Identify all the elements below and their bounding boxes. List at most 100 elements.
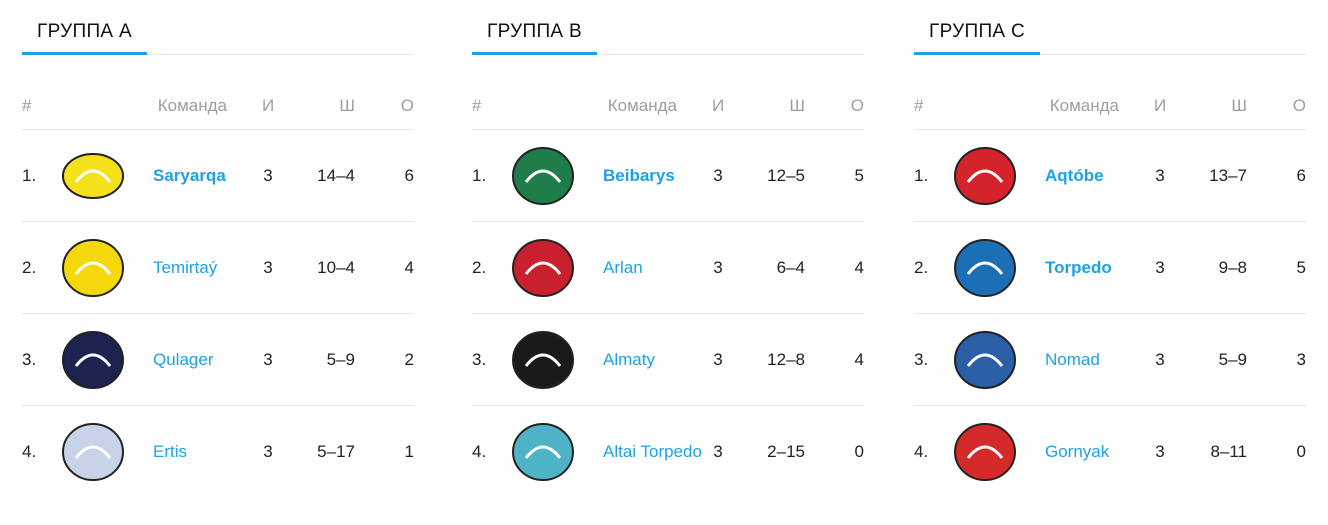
team-link[interactable]: Temirtaý: [153, 258, 218, 277]
team-link[interactable]: Beibarys: [603, 166, 675, 185]
games: 3: [1155, 258, 1165, 277]
header-games: И: [262, 96, 275, 115]
header-games: И: [712, 96, 725, 115]
table-row: 4. Gornyak 3 8–11 0: [914, 406, 1306, 498]
team-link[interactable]: Ertis: [153, 442, 187, 461]
group-tabbar: ГРУППА C: [914, 18, 1306, 55]
header-pos: #: [914, 96, 924, 115]
table-row: 1. Aqtóbe 3 13–7 6: [914, 130, 1306, 222]
position: 4.: [914, 442, 929, 461]
header-points: О: [1292, 96, 1306, 115]
almaty-logo-icon: [512, 331, 574, 389]
altai-torpedo-logo-icon: [512, 423, 574, 481]
team-link[interactable]: Gornyak: [1045, 442, 1110, 461]
position: 3.: [22, 350, 37, 369]
position: 2.: [22, 258, 37, 277]
header-points: О: [400, 96, 414, 115]
table-header: # Команда И Ш О: [22, 84, 414, 130]
arlan-logo-icon: [512, 239, 574, 297]
goals: 12–5: [767, 166, 805, 185]
header-team: Команда: [1049, 96, 1119, 115]
goals: 10–4: [317, 258, 355, 277]
goals: 2–15: [767, 442, 805, 461]
games: 3: [1155, 166, 1165, 185]
beibarys-logo-icon: [512, 147, 574, 205]
header-pos: #: [472, 96, 482, 115]
goals: 9–8: [1218, 258, 1247, 277]
team-link[interactable]: Arlan: [603, 258, 643, 277]
position: 3.: [472, 350, 487, 369]
games: 3: [263, 258, 273, 277]
position: 4.: [22, 442, 37, 461]
temirtau-logo-icon: [62, 239, 124, 297]
points: 6: [404, 166, 414, 185]
games: 3: [263, 442, 273, 461]
table-row: 1. Beibarys 3 12–5 5: [472, 130, 864, 222]
goals: 6–4: [776, 258, 805, 277]
header-goals: Ш: [339, 96, 355, 115]
team-link[interactable]: Torpedo: [1045, 258, 1112, 277]
team-link[interactable]: Qulager: [153, 350, 214, 369]
table-row: 4. Altai Torpedo 3 2–15 0: [472, 406, 864, 498]
games: 3: [713, 350, 723, 369]
team-link[interactable]: Almaty: [603, 350, 655, 369]
table-row: 2. Torpedo 3 9–8 5: [914, 222, 1306, 314]
header-goals: Ш: [1231, 96, 1247, 115]
aqtobe-logo-icon: [954, 147, 1016, 205]
goals: 5–9: [326, 350, 355, 369]
team-link[interactable]: Saryarqa: [153, 166, 226, 185]
points: 5: [854, 166, 864, 185]
goals: 8–11: [1210, 442, 1247, 461]
team-link[interactable]: Altai Torpedo: [603, 442, 702, 461]
goals: 12–8: [767, 350, 805, 369]
position: 3.: [914, 350, 929, 369]
table-row: 3. Qulager 3 5–9 2: [22, 314, 414, 406]
table-header: # Команда И Ш О: [472, 84, 864, 130]
header-points: О: [850, 96, 864, 115]
games: 3: [713, 442, 723, 461]
header-team: Команда: [157, 96, 227, 115]
header-games: И: [1154, 96, 1167, 115]
points: 4: [854, 350, 864, 369]
table-row: 1. Saryarqa 3 14–4 6: [22, 130, 414, 222]
goals: 5–17: [317, 442, 355, 461]
points: 4: [404, 258, 414, 277]
games: 3: [1155, 350, 1165, 369]
points: 4: [854, 258, 864, 277]
points: 1: [404, 442, 414, 461]
games: 3: [713, 258, 723, 277]
points: 0: [854, 442, 864, 461]
table-header: # Команда И Ш О: [914, 84, 1306, 130]
header-goals: Ш: [789, 96, 805, 115]
position: 2.: [914, 258, 929, 277]
group-tab[interactable]: ГРУППА A: [22, 18, 147, 55]
gornyak-logo-icon: [954, 423, 1016, 481]
position: 1.: [22, 166, 37, 185]
position: 4.: [472, 442, 487, 461]
games: 3: [263, 166, 273, 185]
table-row: 2. Temirtaý 3 10–4 4: [22, 222, 414, 314]
team-link[interactable]: Nomad: [1045, 350, 1100, 369]
points: 2: [404, 350, 414, 369]
saryarqa-logo-icon: [62, 153, 124, 199]
games: 3: [263, 350, 273, 369]
group-tabbar: ГРУППА A: [22, 18, 414, 55]
group-tab[interactable]: ГРУППА B: [472, 18, 597, 55]
team-link[interactable]: Aqtóbe: [1045, 166, 1104, 185]
position: 1.: [472, 166, 487, 185]
ertis-logo-icon: [62, 423, 124, 481]
group-tabbar: ГРУППА B: [472, 18, 864, 55]
goals: 13–7: [1209, 166, 1247, 185]
torpedo-logo-icon: [954, 239, 1016, 297]
points: 0: [1296, 442, 1306, 461]
points: 6: [1296, 166, 1306, 185]
position: 2.: [472, 258, 487, 277]
table-row: 4. Ertis 3 5–17 1: [22, 406, 414, 498]
points: 5: [1296, 258, 1306, 277]
group-tab[interactable]: ГРУППА C: [914, 18, 1040, 55]
position: 1.: [914, 166, 929, 185]
nomad-logo-icon: [954, 331, 1016, 389]
table-row: 2. Arlan 3 6–4 4: [472, 222, 864, 314]
qulager-logo-icon: [62, 331, 124, 389]
header-team: Команда: [607, 96, 677, 115]
